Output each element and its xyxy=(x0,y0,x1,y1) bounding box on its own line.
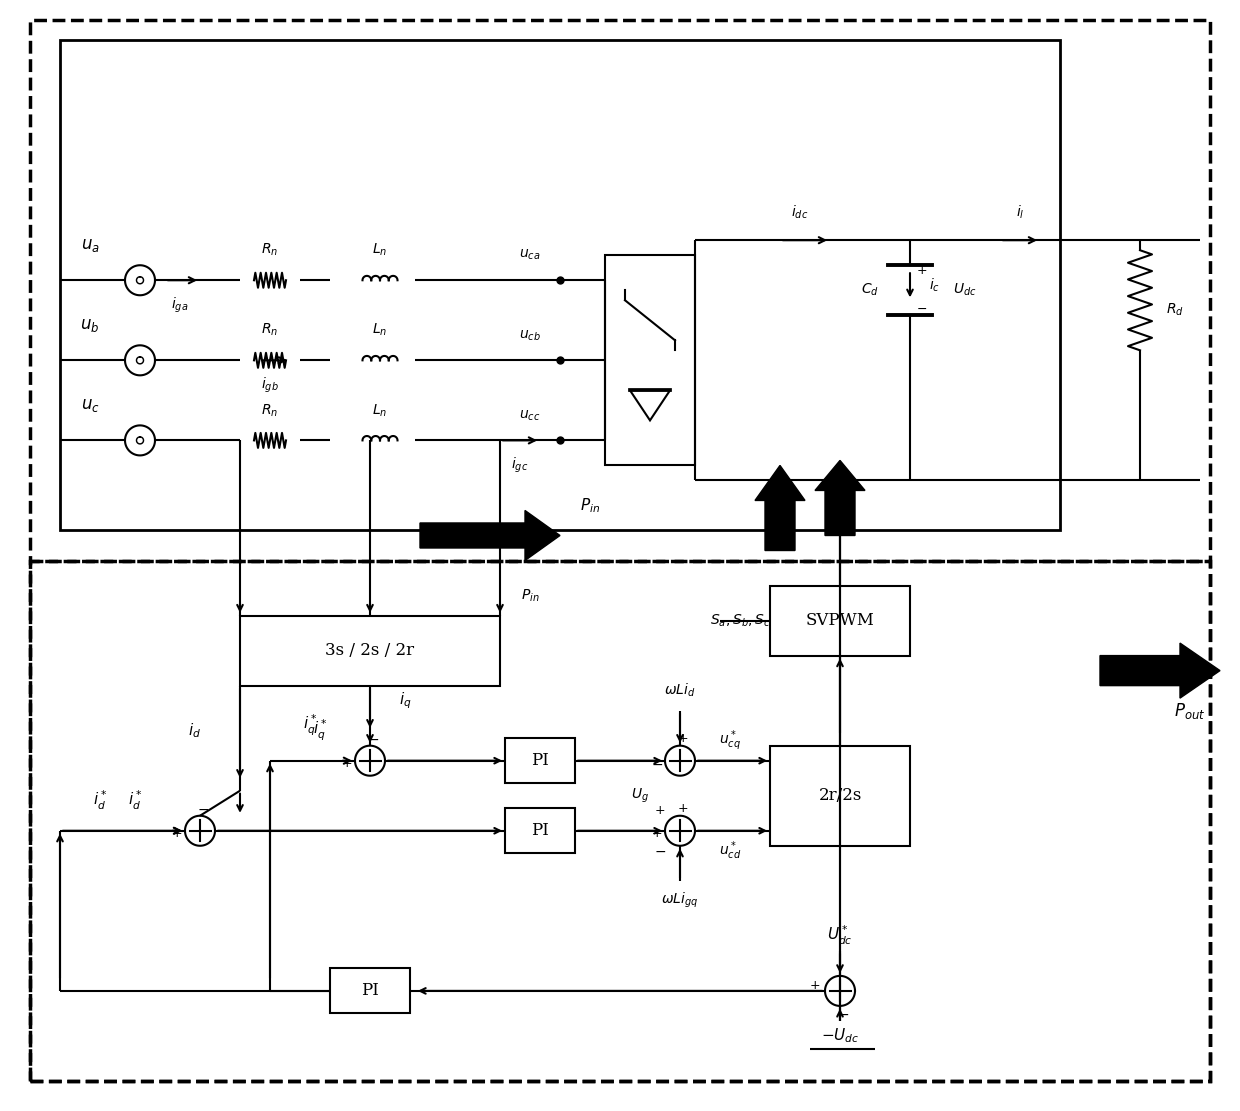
Bar xyxy=(30,561,1210,1081)
Text: $u_{cb}$: $u_{cb}$ xyxy=(520,328,541,342)
Polygon shape xyxy=(420,510,560,561)
Text: $\omega Li_d$: $\omega Li_d$ xyxy=(665,682,696,699)
Text: $i_{gc}$: $i_{gc}$ xyxy=(511,456,528,476)
Bar xyxy=(60,40,1060,530)
Bar xyxy=(241,615,500,685)
Text: +: + xyxy=(171,828,182,840)
Bar xyxy=(605,256,694,466)
Text: SVPWM: SVPWM xyxy=(806,612,874,629)
Text: $U_g$: $U_g$ xyxy=(631,787,649,804)
Text: 2r/2s: 2r/2s xyxy=(818,788,862,804)
Text: $i_c$: $i_c$ xyxy=(930,277,941,294)
Text: $u^*_{cd}$: $u^*_{cd}$ xyxy=(719,840,742,862)
Text: $-$: $-$ xyxy=(653,843,666,858)
Text: 3s / 2s / 2r: 3s / 2s / 2r xyxy=(325,642,414,659)
Text: $R_n$: $R_n$ xyxy=(262,402,279,419)
Text: PI: PI xyxy=(531,822,549,839)
Text: $i^*_q$: $i^*_q$ xyxy=(312,718,327,743)
Text: $u_c$: $u_c$ xyxy=(81,397,99,414)
Text: $i_{dc}$: $i_{dc}$ xyxy=(791,203,808,221)
Text: $i^*_d$: $i^*_d$ xyxy=(93,789,107,812)
Text: $R_d$: $R_d$ xyxy=(1166,302,1184,319)
Text: $P_{out}$: $P_{out}$ xyxy=(1174,701,1205,721)
Text: $U_{dc}$: $U_{dc}$ xyxy=(954,282,977,299)
Text: +: + xyxy=(810,980,821,992)
Text: $R_n$: $R_n$ xyxy=(262,322,279,339)
Text: $-$: $-$ xyxy=(916,302,928,314)
Text: $C_d$: $C_d$ xyxy=(861,282,879,299)
Text: +: + xyxy=(678,732,688,745)
Bar xyxy=(770,585,910,655)
Text: $L_n$: $L_n$ xyxy=(372,322,388,339)
Text: $i_{gb}$: $i_{gb}$ xyxy=(262,376,279,396)
Text: $L_n$: $L_n$ xyxy=(372,402,388,419)
Text: $P_{in}$: $P_{in}$ xyxy=(580,497,600,514)
Text: $u^*_{cq}$: $u^*_{cq}$ xyxy=(719,729,742,753)
Text: $i_q$: $i_q$ xyxy=(399,690,412,711)
Text: $-$: $-$ xyxy=(367,732,379,745)
Polygon shape xyxy=(815,460,866,536)
Text: +: + xyxy=(678,802,688,815)
Text: $L_n$: $L_n$ xyxy=(372,242,388,259)
Text: $u_a$: $u_a$ xyxy=(81,237,99,253)
Text: $i^*_d$: $i^*_d$ xyxy=(128,789,143,812)
Bar xyxy=(770,745,910,845)
Text: $-$: $-$ xyxy=(837,1007,849,1021)
Text: $u_{cc}$: $u_{cc}$ xyxy=(520,408,541,422)
Bar xyxy=(330,969,410,1013)
Bar xyxy=(505,808,575,853)
Text: $u_b$: $u_b$ xyxy=(81,317,99,333)
Text: +: + xyxy=(655,804,666,818)
Text: $u_{ca}$: $u_{ca}$ xyxy=(520,248,541,262)
Text: $S_a,S_b,S_c$: $S_a,S_b,S_c$ xyxy=(709,612,770,629)
Text: $i_{ga}$: $i_{ga}$ xyxy=(171,296,188,314)
Text: +: + xyxy=(652,828,662,840)
Text: $i^*_q$: $i^*_q$ xyxy=(303,713,317,738)
Text: $i_l$: $i_l$ xyxy=(1016,203,1024,221)
Text: $P_{in}$: $P_{in}$ xyxy=(521,588,539,603)
Polygon shape xyxy=(755,466,805,550)
Text: PI: PI xyxy=(361,982,379,1000)
Text: +: + xyxy=(342,758,352,770)
Text: PI: PI xyxy=(531,752,549,769)
Text: $-$: $-$ xyxy=(197,802,210,815)
Text: $U^*_{dc}$: $U^*_{dc}$ xyxy=(827,924,853,948)
Text: $-U_{dc}$: $-U_{dc}$ xyxy=(821,1027,859,1045)
Text: $R_n$: $R_n$ xyxy=(262,242,279,259)
Polygon shape xyxy=(1100,643,1220,698)
Text: +: + xyxy=(916,263,928,277)
Text: $\omega Li_{gq}$: $\omega Li_{gq}$ xyxy=(661,891,698,910)
Bar xyxy=(505,738,575,783)
Text: $-$: $-$ xyxy=(651,757,663,771)
Text: $i_d$: $i_d$ xyxy=(188,721,202,740)
